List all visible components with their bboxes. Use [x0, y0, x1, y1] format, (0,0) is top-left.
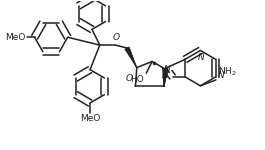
Text: HO: HO [131, 75, 144, 84]
Text: N: N [161, 71, 168, 80]
Text: NH$_2$: NH$_2$ [218, 65, 236, 78]
Text: N: N [164, 65, 171, 74]
Polygon shape [125, 47, 137, 68]
Text: O: O [125, 74, 132, 83]
Text: N: N [218, 72, 224, 81]
Text: O: O [113, 33, 120, 42]
Text: N: N [198, 53, 205, 62]
Text: MeO: MeO [6, 33, 26, 42]
Polygon shape [163, 68, 168, 86]
Text: MeO: MeO [80, 114, 100, 123]
